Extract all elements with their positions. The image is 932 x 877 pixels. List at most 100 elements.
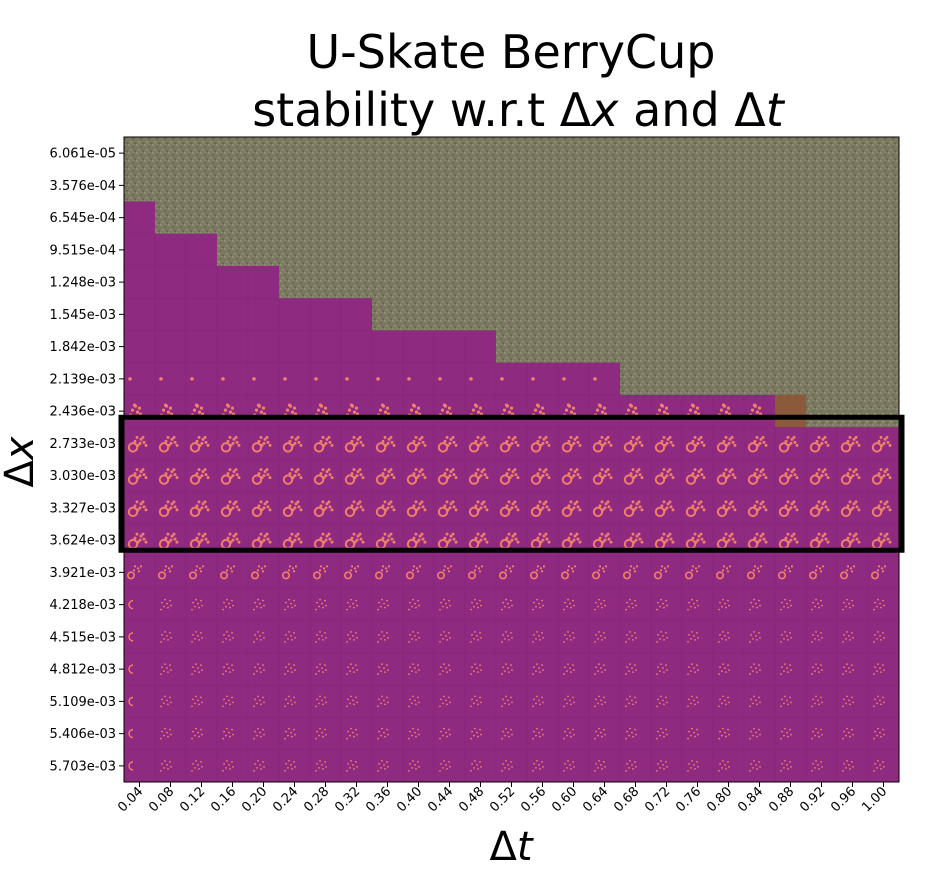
heatmap-cell	[278, 717, 311, 751]
heatmap-cell	[495, 652, 528, 686]
heatmap-cell	[588, 684, 621, 719]
heatmap-cell	[403, 137, 435, 170]
cell-pattern	[654, 468, 675, 485]
cell-pattern	[656, 727, 668, 740]
x-tick-label: 0.68	[611, 784, 642, 815]
chart-title-line-2: stability w.r.t Δx and Δt	[252, 83, 786, 137]
heatmap-cell	[371, 684, 404, 719]
cell-pattern	[439, 759, 451, 772]
heatmap-cell	[402, 620, 435, 654]
cell-pattern	[468, 468, 489, 485]
cell-pattern	[561, 435, 582, 453]
cell-pattern	[716, 468, 737, 485]
cell-pattern	[561, 500, 582, 518]
cell-pattern	[625, 727, 637, 740]
x-tick-label: 0.08	[146, 784, 177, 815]
heatmap-cell	[155, 201, 187, 235]
heatmap-cell	[806, 298, 838, 331]
cell-pattern	[718, 727, 730, 740]
x-tick-label: 0.88	[766, 784, 797, 815]
heatmap-cell	[620, 330, 652, 364]
title-prefix: stability w.r.t Δ	[252, 83, 592, 137]
heatmap-cell	[310, 169, 342, 202]
heatmap-cell	[372, 233, 404, 267]
cell-pattern	[470, 727, 482, 740]
cell-pattern	[346, 727, 358, 740]
cell-pattern	[594, 727, 606, 740]
heatmap-cell	[558, 137, 590, 170]
heatmap-cell	[774, 394, 807, 428]
heatmap-cell	[403, 169, 435, 202]
cell-pattern	[346, 598, 358, 611]
cell-pattern	[873, 630, 885, 643]
cell-pattern	[315, 598, 327, 611]
heatmap-cell	[341, 233, 373, 267]
cell-pattern	[749, 727, 761, 740]
cell-pattern	[625, 630, 637, 643]
heatmap-cell	[216, 684, 249, 719]
heatmap-cell	[341, 266, 373, 299]
heatmap-cell	[248, 201, 280, 235]
cell-pattern	[345, 377, 349, 381]
heatmap-cell	[434, 137, 466, 170]
cell-pattern	[501, 663, 513, 676]
y-tick-label: 2.733e-03	[50, 437, 116, 452]
cell-pattern	[656, 630, 668, 643]
cell-pattern	[778, 500, 799, 518]
cell-pattern	[284, 695, 296, 708]
heatmap-cell	[371, 620, 404, 654]
heatmap-cell	[465, 137, 497, 170]
cell-pattern	[468, 435, 489, 453]
heatmap-cell	[434, 266, 466, 299]
heatmap-cell	[526, 588, 559, 622]
cell-pattern	[436, 565, 453, 580]
heatmap-cell	[154, 297, 187, 332]
heatmap-cell	[527, 266, 559, 299]
cell-pattern	[530, 435, 551, 453]
chart-title-line-1: U-Skate BerryCup	[306, 25, 715, 79]
cell-pattern	[685, 435, 706, 453]
y-tick-label: 6.545e-04	[50, 211, 116, 226]
heatmap-cell	[620, 362, 652, 396]
cell-pattern	[251, 532, 272, 550]
heatmap-cell	[154, 233, 187, 267]
heatmap-cell	[682, 137, 714, 170]
heatmap-cell	[402, 330, 435, 364]
heatmap-cell	[278, 297, 311, 332]
heatmap-cell	[278, 459, 311, 493]
cell-pattern	[159, 377, 163, 381]
cell-pattern	[718, 598, 730, 611]
cell-pattern	[532, 630, 544, 643]
heatmap-cell	[185, 588, 218, 622]
cell-pattern	[251, 435, 272, 453]
y-tick-label: 5.109e-03	[50, 695, 116, 710]
cell-pattern	[191, 630, 203, 643]
heatmap-cell	[217, 233, 249, 267]
cell-pattern	[811, 630, 823, 643]
heatmap-cell	[371, 394, 404, 428]
heatmap-cell	[185, 684, 218, 719]
heatmap-cell	[867, 588, 900, 622]
x-axis-ticks: 0.04 0.08 0.12 0.16 0.20 0.24 0.28 0.32 0.36 0.40…	[115, 782, 890, 815]
heatmap-cell	[589, 233, 621, 267]
cell-pattern	[685, 500, 706, 518]
cell-pattern	[501, 695, 513, 708]
cell-pattern	[625, 663, 637, 676]
heatmap-cell	[123, 233, 156, 267]
heatmap-cell	[775, 233, 807, 267]
heatmap-cell	[651, 298, 683, 331]
y-tick-label: 3.921e-03	[50, 566, 116, 581]
cell-pattern	[160, 759, 172, 772]
heatmap-cell	[650, 394, 683, 428]
heatmap-cell	[588, 652, 621, 686]
cell-pattern	[623, 435, 644, 453]
y-tick-label: 1.842e-03	[50, 340, 116, 355]
x-tick-label: 0.36	[363, 784, 394, 815]
cell-pattern	[470, 759, 482, 772]
heatmap-cell	[434, 201, 466, 235]
cell-pattern	[251, 565, 267, 580]
cell-pattern	[437, 435, 458, 453]
heatmap-cell	[278, 620, 311, 654]
cell-pattern	[438, 377, 442, 381]
heatmap-cell	[402, 717, 435, 751]
